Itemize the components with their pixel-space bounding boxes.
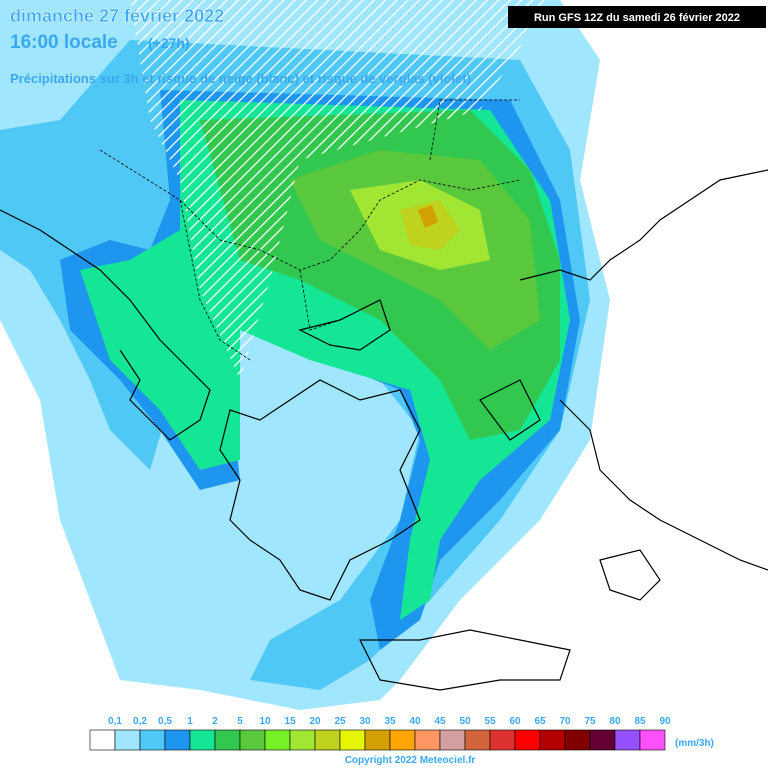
legend-label: 75 — [584, 716, 596, 727]
run-box — [508, 6, 766, 28]
date-line: dimanche 27 février 2022 — [10, 6, 224, 26]
legend-swatch — [89, 729, 116, 751]
legend-label: 40 — [409, 716, 421, 727]
legend-label: 25 — [334, 716, 346, 727]
legend-swatch — [214, 729, 241, 751]
legend-label: 50 — [459, 716, 471, 727]
legend-swatch — [364, 729, 391, 751]
legend-label: 30 — [359, 716, 371, 727]
legend-label: 0,1 — [108, 716, 122, 727]
coastlines — [0, 99, 768, 691]
legend-label: 1 — [187, 716, 193, 727]
legend-swatch — [414, 729, 441, 751]
legend-swatch — [614, 729, 641, 751]
legend-label: 35 — [384, 716, 396, 727]
legend-label: 0,2 — [133, 716, 147, 727]
legend-swatch — [564, 729, 591, 751]
subtitle: Précipitations sur 3h et risque de neige… — [10, 71, 471, 86]
legend-swatch — [189, 729, 216, 751]
legend-label: 90 — [659, 716, 671, 727]
legend: 0,1 0,2 0,5 1 2 5 10 15 20 25 30 35 40 45 50 55 60 65 70 75… — [89, 716, 671, 751]
legend-label: 65 — [534, 716, 546, 727]
legend-swatch — [389, 729, 416, 751]
legend-swatch — [289, 729, 316, 751]
lead-time: (+27h) — [148, 35, 190, 51]
legend-swatch — [264, 729, 291, 751]
legend-unit: (mm/3h) — [675, 738, 714, 749]
legend-label: 15 — [284, 716, 296, 727]
legend-label: 60 — [509, 716, 521, 727]
run-info: Run GFS 12Z du samedi 26 février 2022 — [534, 12, 740, 24]
legend-swatch — [139, 729, 166, 751]
legend-label: 5 — [237, 716, 243, 727]
legend-label: 85 — [634, 716, 646, 727]
legend-swatch — [439, 729, 466, 751]
legend-label: 45 — [434, 716, 446, 727]
legend-swatch — [539, 729, 566, 751]
precipitation-field — [0, 0, 610, 710]
legend-label: 55 — [484, 716, 496, 727]
legend-swatch — [639, 729, 666, 751]
legend-swatch — [489, 729, 516, 751]
legend-swatch — [514, 729, 541, 751]
legend-swatch — [239, 729, 266, 751]
time-label: 16:00 locale — [10, 32, 118, 53]
legend-swatch — [164, 729, 191, 751]
legend-label: 0,5 — [158, 716, 172, 727]
legend-swatch — [339, 729, 366, 751]
legend-label: 80 — [609, 716, 621, 727]
legend-label: 70 — [559, 716, 571, 727]
legend-label: 20 — [309, 716, 321, 727]
legend-label: 2 — [212, 716, 218, 727]
legend-swatch — [114, 729, 141, 751]
legend-swatch — [314, 729, 341, 751]
legend-swatch — [464, 729, 491, 751]
legend-label: 10 — [259, 716, 271, 727]
legend-swatch — [589, 729, 616, 751]
copyright: Copyright 2022 Meteociel.fr — [345, 755, 476, 766]
